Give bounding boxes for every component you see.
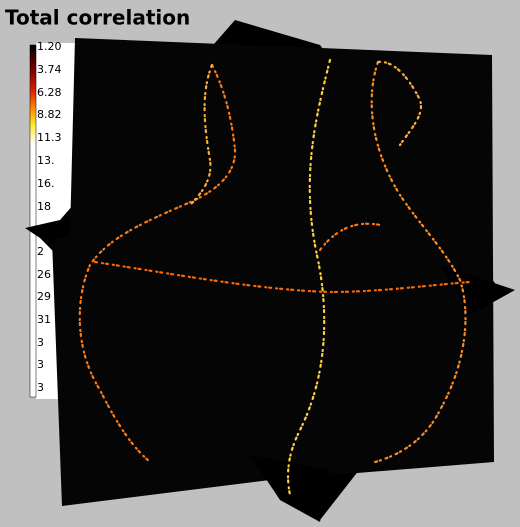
curve [370,60,467,464]
colorbar-label: 3 [37,358,44,371]
colorbar-label: 18 [37,200,51,213]
colorbar-label: 26 [37,268,51,281]
colorbar-label: 6.28 [37,86,62,99]
colorbar-label: 16. [37,177,55,190]
colorbar-label: 8.82 [37,108,62,121]
plane-edge [250,455,330,522]
curve [188,63,214,207]
plane [52,38,494,506]
curve [318,222,382,252]
curve [78,63,237,464]
colorbar-label: 3 [37,381,44,394]
colorbar [29,44,37,398]
colorbar-label: 29 [37,290,51,303]
plane-edge [440,265,515,315]
colorbar-label: 3 [37,336,44,349]
curve [93,260,472,294]
colorbar-label: 3.74 [37,63,62,76]
colorbar-label: 1.20 [37,40,62,53]
title: Total correlation [5,6,190,30]
colorbar-label: 31 [37,313,51,326]
colorbar-label: 11.3 [37,131,62,144]
colorbar-label: 13. [37,154,55,167]
object-outline [78,58,472,497]
curve [286,58,332,497]
colorbar-label: 2 [37,245,44,258]
